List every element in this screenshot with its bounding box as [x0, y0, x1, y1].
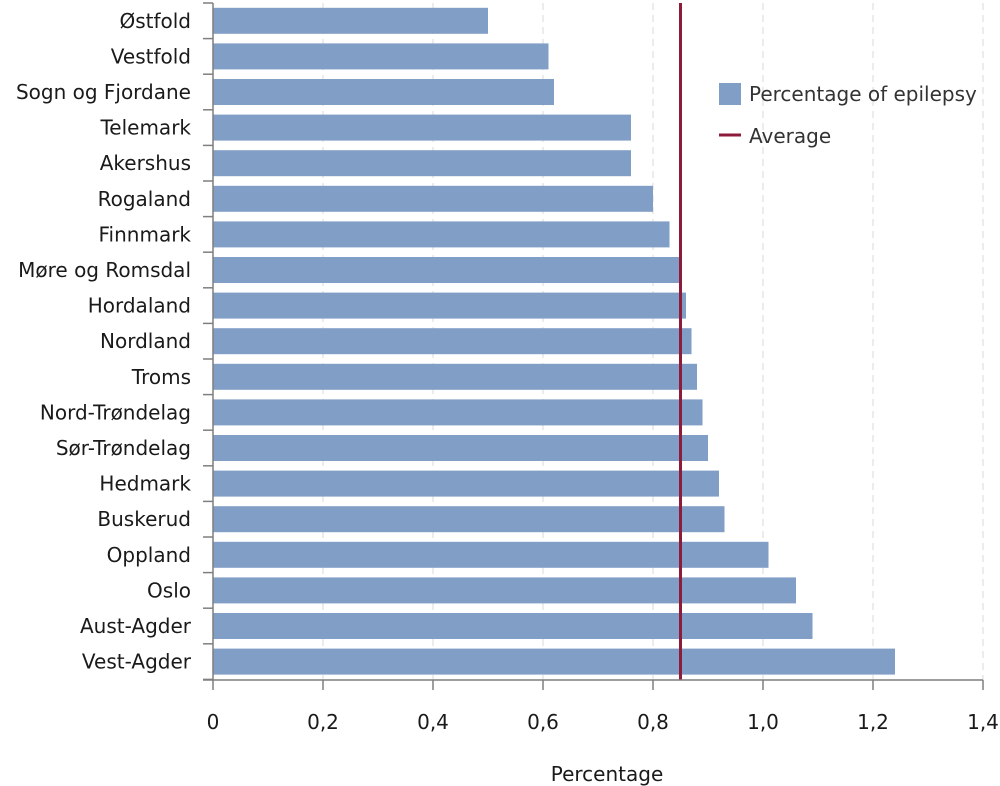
bar [213, 114, 631, 141]
x-tick-label: 0,2 [307, 710, 339, 734]
category-label: Buskerud [97, 507, 191, 531]
bar [213, 648, 895, 675]
category-label: Nord-Trøndelag [40, 400, 191, 424]
category-label: Oslo [147, 578, 191, 602]
category-label: Sør-Trøndelag [56, 436, 191, 460]
bar [213, 79, 554, 105]
category-label: Østfold [119, 9, 191, 33]
bar [213, 257, 681, 283]
bar [213, 613, 813, 639]
legend-bar-label: Percentage of epilepsy [749, 82, 977, 106]
category-label: Møre og Romsdal [18, 258, 191, 282]
bar [213, 292, 686, 319]
category-label: Telemark [99, 116, 191, 140]
category-label: Troms [131, 365, 191, 389]
axes [203, 2, 984, 690]
category-label: Hedmark [99, 472, 191, 496]
category-label: Hordaland [88, 294, 191, 318]
category-label: Nordland [100, 329, 191, 353]
x-tick-label: 0,8 [637, 710, 669, 734]
legend-average-label: Average [749, 124, 831, 148]
category-label: Rogaland [98, 187, 191, 211]
x-tick-labels: 0 0,2 0,4 0,6 0,8 1,0 1,2 1,4 [207, 710, 999, 734]
category-label: Aust-Agder [80, 614, 192, 638]
x-tick-label: 0,4 [417, 710, 449, 734]
x-tick-label: 0 [207, 710, 220, 734]
x-axis-title: Percentage [551, 762, 664, 786]
bar [213, 577, 796, 604]
category-label: Finnmark [99, 222, 192, 246]
bar [213, 435, 708, 461]
bars [213, 7, 895, 675]
bar [213, 43, 549, 70]
bar [213, 328, 692, 355]
bar [213, 363, 697, 390]
bar [213, 7, 488, 34]
bar [213, 399, 703, 426]
category-label: Sogn og Fjordane [16, 80, 191, 104]
x-tick-label: 1,0 [747, 710, 779, 734]
x-tick-label: 1,4 [967, 710, 999, 734]
x-tick-label: 1,2 [857, 710, 889, 734]
category-label: Akershus [100, 151, 191, 175]
category-label: Vest-Agder [82, 650, 192, 674]
bar [213, 185, 653, 212]
bar [213, 221, 670, 248]
bar [213, 541, 769, 568]
bar [213, 506, 725, 533]
category-label: Vestfold [111, 44, 191, 68]
category-label: Oppland [107, 543, 191, 567]
legend: Percentage of epilepsy Average [719, 82, 977, 148]
bar [213, 150, 631, 177]
legend-bar-swatch [719, 83, 741, 105]
x-tick-label: 0,6 [527, 710, 559, 734]
bar [213, 470, 719, 497]
category-labels: Østfold Vestfold Sogn og Fjordane Telemark A… [16, 9, 192, 674]
